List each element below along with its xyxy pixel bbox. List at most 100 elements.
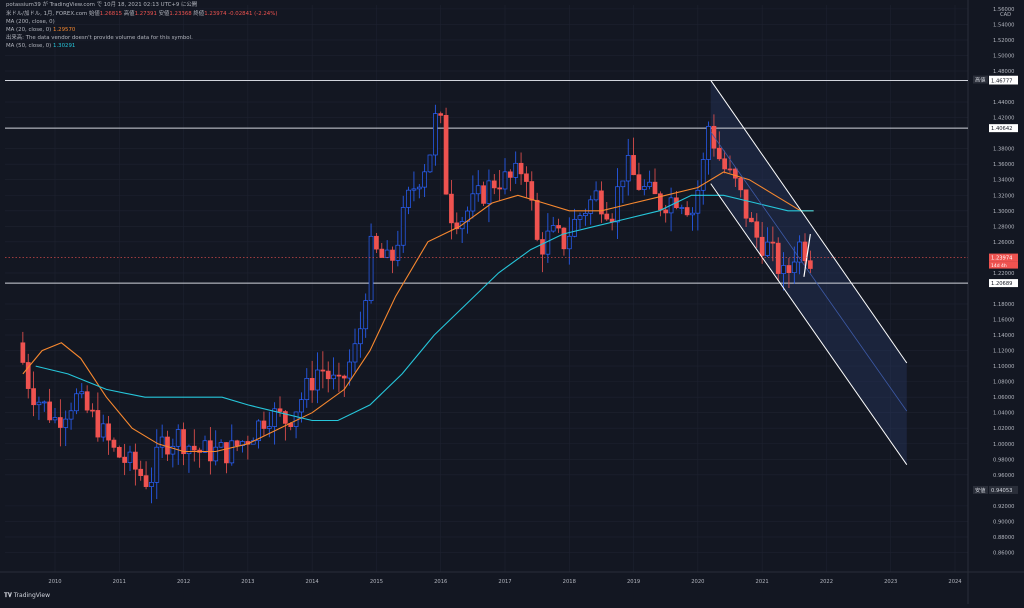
y-axis-currency-label: CAD <box>1000 12 1011 18</box>
candle-up <box>475 185 481 195</box>
high-label-prefix: 高値 <box>975 76 985 84</box>
candle-down <box>491 180 497 189</box>
candle-up <box>159 436 165 448</box>
candle-up <box>615 186 620 223</box>
candle-up <box>679 207 685 209</box>
candle-down <box>727 168 733 171</box>
y-tick-label: 1.44000 <box>993 100 1014 106</box>
candle-down <box>325 370 331 380</box>
candle-down <box>106 423 111 441</box>
x-tick-label: 2018 <box>563 579 576 585</box>
candle-down <box>604 213 610 220</box>
channel-fill <box>710 80 907 465</box>
candle-up <box>384 249 390 258</box>
indicator-ma20[interactable]: MA (20, close, 0) 1.29570 <box>6 27 75 34</box>
x-tick-label: 2023 <box>884 579 897 585</box>
candle-down <box>540 239 545 255</box>
candle-up <box>583 213 588 217</box>
low-label-prefix-box <box>973 485 988 494</box>
level-3-label-box <box>989 124 1018 133</box>
low-label: 0.94053 <box>991 488 1012 494</box>
y-tick-label: 0.96000 <box>993 473 1014 479</box>
candle-up <box>63 418 69 428</box>
candle-down <box>684 207 690 216</box>
x-tick-label: 2021 <box>756 579 769 585</box>
candle-up <box>400 207 406 246</box>
candle-up <box>513 162 519 178</box>
candle-down <box>749 217 754 223</box>
candle-down <box>631 155 636 176</box>
tradingview-brand[interactable]: 𝐓𝐕 TradingView <box>4 592 50 600</box>
y-tick-label: 1.32000 <box>993 193 1014 199</box>
candle-down <box>20 342 26 363</box>
y-tick-label: 1.14000 <box>993 333 1014 339</box>
candle-up <box>625 155 631 182</box>
candle-down <box>556 225 561 229</box>
candle-down <box>599 190 604 215</box>
candle-up <box>427 154 433 173</box>
candle-down <box>759 236 765 256</box>
ohlc-low-label: 安値 <box>158 11 170 17</box>
candle-up <box>765 241 770 256</box>
candle-up <box>395 244 401 261</box>
indicator-ma50[interactable]: MA (50, close, 0) 1.30291 <box>6 43 75 50</box>
level-4-label: 1.20689 <box>991 281 1012 287</box>
y-tick-label: 1.30000 <box>993 209 1014 215</box>
candle-up <box>588 199 594 214</box>
candle-down <box>116 447 122 458</box>
ohlc-change: -0.02841 (-2.24%) <box>228 11 278 17</box>
candle-down <box>374 235 379 250</box>
channel-mid-line <box>710 131 908 412</box>
y-tick-label: 1.10000 <box>993 364 1014 370</box>
candle-up <box>641 186 647 190</box>
low-label-prefix: 安値 <box>975 486 985 494</box>
candle-up <box>256 420 261 442</box>
candle-up <box>695 189 701 214</box>
candle-down <box>95 410 101 438</box>
y-tick-label: 1.12000 <box>993 349 1014 355</box>
candle-down <box>808 260 813 269</box>
candle-up <box>470 193 476 212</box>
ohlc-close-value: 1.23974 <box>204 11 227 17</box>
candle-down <box>320 369 326 372</box>
candle-down <box>508 171 513 178</box>
x-tick-label: 2015 <box>370 579 383 585</box>
y-tick-label: 1.52000 <box>993 38 1014 44</box>
candle-down <box>481 185 486 204</box>
candle-up <box>368 235 374 301</box>
candle-up <box>550 225 556 232</box>
indicator-ma200[interactable]: MA (200, close, 0) <box>6 19 55 26</box>
y-tick-label: 1.18000 <box>993 302 1014 308</box>
y-tick-label: 1.04000 <box>993 411 1014 417</box>
y-tick-label: 1.26000 <box>993 240 1014 246</box>
y-tick-label: 1.02000 <box>993 426 1014 432</box>
last-price-label-sub-box <box>989 261 1018 269</box>
candle-down <box>524 173 529 182</box>
candle-down <box>775 242 781 274</box>
candle-up <box>572 218 577 237</box>
candle-up <box>620 180 626 188</box>
candle-down <box>84 391 90 411</box>
y-tick-label: 0.88000 <box>993 535 1014 541</box>
candle-down <box>754 221 760 238</box>
candle-down <box>47 401 52 421</box>
candle-down <box>663 209 669 214</box>
last-price-label-box <box>989 253 1018 262</box>
x-tick-label: 2020 <box>691 579 704 585</box>
candle-down <box>143 475 149 487</box>
candle-down <box>191 445 197 451</box>
candle-up <box>690 212 695 216</box>
candle-down <box>341 375 347 379</box>
candle-down <box>390 249 395 261</box>
ohlc-high-label: 高値 <box>123 11 135 17</box>
candle-up <box>100 423 106 438</box>
candle-up <box>411 188 417 191</box>
indicator-volume[interactable]: 出来高: The data vendor doesn't provide vol… <box>6 35 193 42</box>
candle-down <box>802 241 808 262</box>
level-3-label: 1.40642 <box>991 126 1012 132</box>
candle-down <box>561 227 567 250</box>
candle-up <box>781 265 786 274</box>
ohlc-high-value: 1.27391 <box>134 11 157 17</box>
